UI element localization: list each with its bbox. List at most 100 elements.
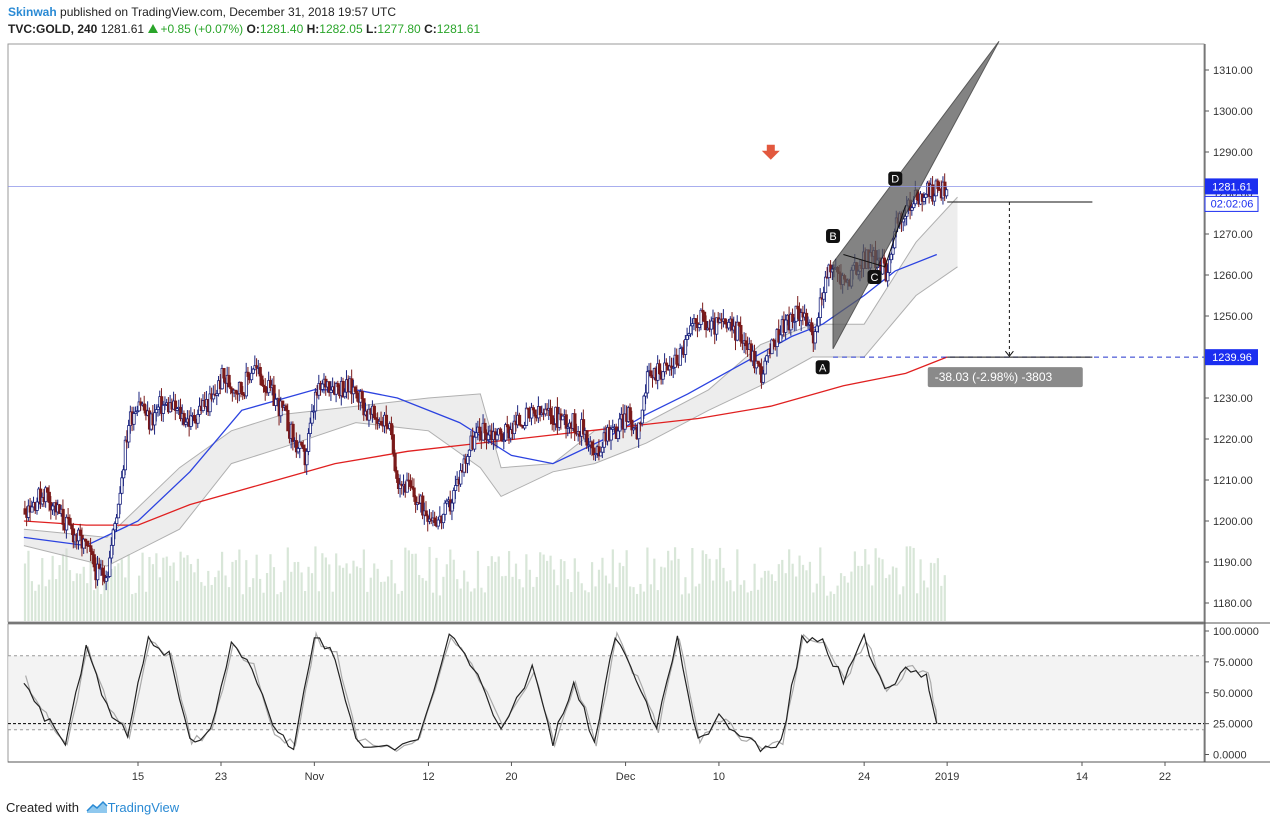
pattern-point-label: B	[829, 231, 836, 243]
symbol-ohlc-bar: TVC:GOLD, 240 1281.61 +0.85 (+0.07%) O:1…	[8, 22, 480, 36]
volume-bar	[55, 579, 58, 621]
candle-body	[689, 325, 693, 335]
current-price-tag	[1205, 178, 1258, 195]
volume-bar	[293, 562, 296, 621]
candle-body	[305, 451, 309, 466]
volume-bar	[604, 575, 608, 621]
candle-body	[912, 203, 916, 209]
candle-body	[281, 400, 285, 408]
candle-body	[153, 412, 157, 426]
volume-bar	[739, 584, 742, 621]
candle-body	[459, 470, 463, 485]
candle-body	[616, 430, 620, 439]
volume-bar	[487, 566, 490, 621]
volume-bar	[909, 546, 912, 621]
volume-bar	[805, 570, 808, 621]
open-value: 1281.40	[259, 22, 304, 36]
candle-body	[694, 318, 698, 324]
candle-body	[761, 373, 765, 383]
volume-bar	[124, 577, 127, 621]
volume-bar	[528, 569, 531, 621]
author-name[interactable]: Skinwah	[8, 5, 57, 19]
volume-bar	[179, 551, 182, 621]
candle-body	[702, 311, 707, 322]
volume-bar	[373, 563, 376, 621]
volume-bar	[490, 556, 493, 621]
volume-bar	[234, 560, 238, 621]
volume-bar	[667, 550, 670, 621]
candle-body	[258, 366, 262, 377]
y-tick-label: 1220.00	[1213, 434, 1253, 446]
volume-bar	[61, 553, 65, 621]
candle-body	[241, 392, 245, 395]
candle-body	[523, 425, 527, 429]
candle-body	[467, 449, 472, 457]
volume-bar	[44, 586, 47, 621]
candle-body	[630, 419, 634, 431]
y-tick-label: 1230.00	[1213, 393, 1253, 405]
volume-bar	[348, 573, 352, 621]
volume-bar	[466, 581, 469, 621]
candle-body	[466, 456, 470, 464]
candle-body	[517, 414, 522, 426]
volume-bar	[767, 570, 770, 621]
volume-bar	[781, 559, 784, 621]
volume-bar	[290, 571, 293, 621]
volume-bar	[165, 556, 168, 621]
volume-bar	[494, 561, 497, 621]
volume-bar	[203, 585, 206, 621]
volume-bar	[207, 570, 210, 621]
high-value: 1282.05	[319, 22, 363, 36]
volume-bar	[210, 584, 213, 621]
candle-body	[581, 419, 586, 435]
volume-bar	[41, 558, 44, 621]
volume-bar	[158, 577, 161, 621]
candle-body	[424, 510, 428, 517]
volume-bar	[698, 583, 701, 621]
volume-bar	[338, 565, 341, 621]
candle-body	[735, 321, 740, 341]
volume-bar	[597, 569, 601, 621]
candle-body	[882, 257, 886, 264]
candle-body	[618, 418, 622, 432]
volume-bar	[546, 560, 549, 621]
volume-bar	[65, 548, 68, 621]
volume-bar	[853, 551, 856, 621]
volume-bar	[279, 592, 282, 621]
stochastic-pane[interactable]: 100.0000 75.0000 50.0000 25.0000 0.0000	[7, 623, 1259, 763]
volume-bar	[214, 577, 217, 621]
volume-bar	[359, 567, 362, 621]
candle-body	[45, 487, 50, 493]
volume-bar	[639, 583, 642, 621]
volume-bar	[58, 565, 61, 621]
tradingview-brand[interactable]: TradingView	[107, 800, 180, 815]
candle-body	[92, 554, 96, 568]
volume-bar	[525, 554, 528, 621]
volume-bar	[497, 556, 500, 621]
volume-bar	[23, 563, 27, 621]
volume-bar	[701, 550, 704, 621]
y-tick-label: 1270.00	[1213, 229, 1253, 241]
open-label: O:	[246, 22, 260, 36]
volume-bar	[912, 547, 915, 621]
measure-arrowhead-icon	[1004, 350, 1014, 357]
volume-bar	[138, 575, 141, 621]
volume-bar	[425, 580, 428, 621]
candle-body	[813, 331, 817, 344]
volume-bar	[684, 577, 687, 621]
main-pane[interactable]: 1310.001300.001290.001280.001270.001260.…	[7, 43, 1253, 783]
candle-body	[239, 382, 243, 393]
volume-bar	[380, 581, 383, 621]
candle-body	[291, 423, 295, 442]
candle-body	[113, 523, 117, 531]
x-tick-label: 20	[505, 771, 517, 783]
volume-bar	[383, 581, 386, 621]
volume-bar	[155, 553, 158, 621]
candle-body	[123, 439, 127, 471]
volume-bar	[850, 571, 853, 621]
candle-body	[64, 516, 69, 531]
volume-bar	[791, 563, 794, 621]
ichimoku-cloud	[23, 197, 958, 567]
volume-bar	[756, 589, 760, 621]
